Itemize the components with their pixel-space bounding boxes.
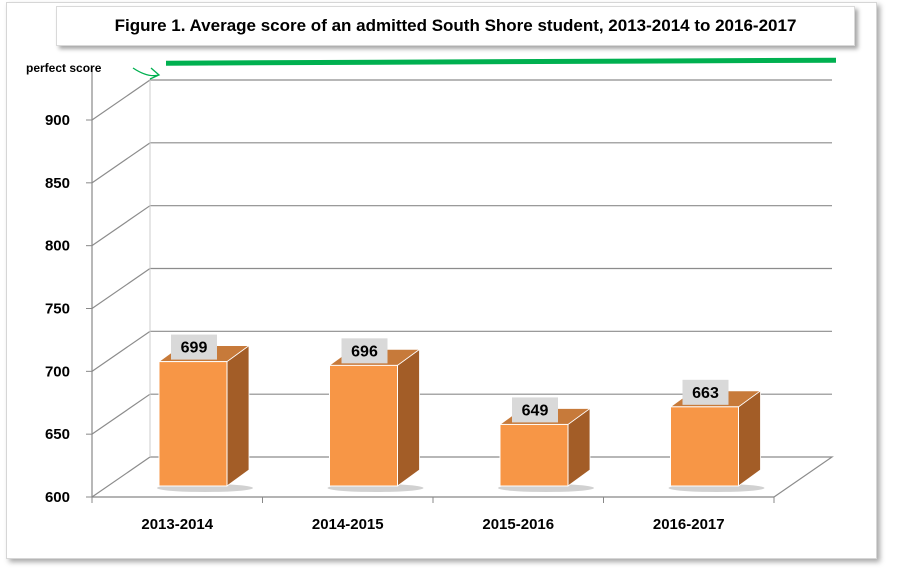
axes: 600 650 700 750 800 850 900 2013-2014 2014-2015 2… (45, 70, 775, 533)
arrow-icon (132, 67, 161, 80)
y-tick-label: 750 (45, 301, 70, 318)
data-label: 649 (522, 402, 549, 419)
bar (670, 406, 739, 487)
y-tick-label: 600 (45, 489, 70, 506)
data-label: 663 (692, 385, 719, 402)
data-label-box (682, 379, 729, 405)
bars (157, 344, 765, 492)
data-label-box (341, 338, 388, 364)
data-labels: 699 696 649 663 (171, 334, 729, 423)
x-tick-label: 2016-2017 (653, 516, 725, 533)
bar-side (397, 348, 420, 487)
bar (329, 364, 398, 487)
bar (158, 361, 228, 487)
data-label-box (512, 397, 558, 423)
y-tick-label: 650 (45, 426, 70, 443)
chart-title: Figure 1. Average score of an admitted S… (56, 6, 855, 46)
gridline (91, 267, 832, 309)
gridlines (91, 79, 834, 498)
perfect-score-label: perfect score (26, 61, 102, 75)
x-tick-label: 2013-2014 (141, 516, 213, 533)
data-label-box (171, 334, 217, 360)
x-tick-label: 2015-2016 (482, 516, 554, 533)
data-label: 696 (351, 343, 378, 360)
gridline (91, 142, 832, 184)
data-label: 699 (181, 340, 208, 357)
bar-side (738, 390, 761, 487)
y-tick-label: 800 (45, 238, 70, 255)
y-tick-label: 850 (45, 175, 70, 192)
perfect-score-annotation: perfect score (26, 57, 837, 80)
gridline (91, 79, 832, 121)
bar-side (226, 344, 250, 487)
chart-floor (91, 456, 834, 498)
y-tick-label: 700 (45, 363, 70, 380)
y-tick-label: 900 (45, 112, 70, 129)
gridline (91, 205, 832, 247)
bar (499, 423, 569, 487)
perfect-score-line (165, 57, 837, 66)
x-tick-label: 2014-2015 (312, 516, 384, 533)
